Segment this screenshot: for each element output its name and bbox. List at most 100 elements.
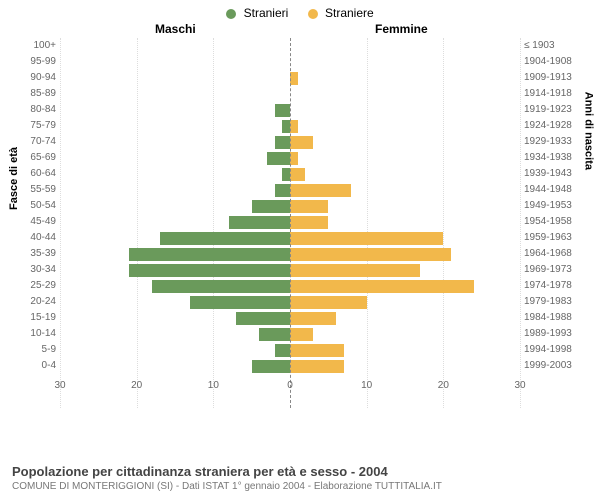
bar-male bbox=[275, 136, 290, 149]
column-headers: Maschi Femmine bbox=[0, 20, 600, 38]
age-label: 35-39 bbox=[14, 246, 56, 262]
bar-female bbox=[290, 216, 328, 229]
bar-male bbox=[259, 328, 290, 341]
bar-female bbox=[290, 152, 298, 165]
age-label: 50-54 bbox=[14, 198, 56, 214]
bar-male bbox=[252, 360, 290, 373]
bar-male bbox=[275, 104, 290, 117]
age-label: 55-59 bbox=[14, 182, 56, 198]
age-label: 5-9 bbox=[14, 342, 56, 358]
birthyear-label: 1989-1993 bbox=[524, 326, 590, 342]
age-label: 95-99 bbox=[14, 54, 56, 70]
birthyear-label: 1959-1963 bbox=[524, 230, 590, 246]
header-male: Maschi bbox=[155, 22, 196, 36]
bar-female bbox=[290, 344, 344, 357]
age-label: 80-84 bbox=[14, 102, 56, 118]
birthyear-label: 1939-1943 bbox=[524, 166, 590, 182]
age-label: 60-64 bbox=[14, 166, 56, 182]
x-tick: 20 bbox=[131, 380, 142, 391]
x-tick: 30 bbox=[54, 380, 65, 391]
birthyear-label: 1994-1998 bbox=[524, 342, 590, 358]
bar-female bbox=[290, 120, 298, 133]
x-tick: 20 bbox=[438, 380, 449, 391]
age-label: 75-79 bbox=[14, 118, 56, 134]
bar-female bbox=[290, 200, 328, 213]
age-label: 20-24 bbox=[14, 294, 56, 310]
bar-male bbox=[275, 344, 290, 357]
x-tick: 10 bbox=[208, 380, 219, 391]
age-label: 40-44 bbox=[14, 230, 56, 246]
age-label: 15-19 bbox=[14, 310, 56, 326]
age-label: 90-94 bbox=[14, 70, 56, 86]
birthyear-label: 1954-1958 bbox=[524, 214, 590, 230]
legend-swatch-male bbox=[226, 9, 236, 19]
birthyear-label: 1909-1913 bbox=[524, 70, 590, 86]
birthyear-label: 1934-1938 bbox=[524, 150, 590, 166]
bar-male bbox=[267, 152, 290, 165]
bar-male bbox=[129, 248, 290, 261]
birthyear-label: 1944-1948 bbox=[524, 182, 590, 198]
birthyear-label: 1929-1933 bbox=[524, 134, 590, 150]
age-label: 45-49 bbox=[14, 214, 56, 230]
chart-area: 100+≤ 190395-991904-190890-941909-191385… bbox=[60, 38, 520, 408]
age-label: 10-14 bbox=[14, 326, 56, 342]
legend-swatch-female bbox=[308, 9, 318, 19]
center-axis-line bbox=[290, 38, 291, 408]
bar-male bbox=[190, 296, 290, 309]
bar-female bbox=[290, 360, 344, 373]
birthyear-label: 1969-1973 bbox=[524, 262, 590, 278]
birthyear-label: 1979-1983 bbox=[524, 294, 590, 310]
chart-subtitle: COMUNE DI MONTERIGGIONI (SI) - Dati ISTA… bbox=[12, 481, 588, 492]
age-label: 30-34 bbox=[14, 262, 56, 278]
birthyear-label: 1949-1953 bbox=[524, 198, 590, 214]
bar-male bbox=[160, 232, 290, 245]
age-label: 70-74 bbox=[14, 134, 56, 150]
age-label: 85-89 bbox=[14, 86, 56, 102]
bar-female bbox=[290, 312, 336, 325]
age-label: 0-4 bbox=[14, 358, 56, 374]
x-tick: 30 bbox=[514, 380, 525, 391]
birthyear-label: ≤ 1903 bbox=[524, 38, 590, 54]
legend: Stranieri Straniere bbox=[0, 0, 600, 20]
x-tick: 10 bbox=[361, 380, 372, 391]
age-label: 100+ bbox=[14, 38, 56, 54]
birthyear-label: 1974-1978 bbox=[524, 278, 590, 294]
bar-female bbox=[290, 72, 298, 85]
birthyear-label: 1924-1928 bbox=[524, 118, 590, 134]
bar-male bbox=[282, 120, 290, 133]
bar-male bbox=[252, 200, 290, 213]
age-label: 65-69 bbox=[14, 150, 56, 166]
bar-female bbox=[290, 232, 443, 245]
legend-label-male: Stranieri bbox=[244, 6, 289, 20]
gridline bbox=[520, 38, 521, 408]
birthyear-label: 1904-1908 bbox=[524, 54, 590, 70]
bar-female bbox=[290, 168, 305, 181]
birthyear-label: 1964-1968 bbox=[524, 246, 590, 262]
chart-title: Popolazione per cittadinanza straniera p… bbox=[12, 464, 588, 479]
bar-male bbox=[282, 168, 290, 181]
header-female: Femmine bbox=[375, 22, 428, 36]
bar-male bbox=[229, 216, 290, 229]
birthyear-label: 1999-2003 bbox=[524, 358, 590, 374]
birthyear-label: 1914-1918 bbox=[524, 86, 590, 102]
footer: Popolazione per cittadinanza straniera p… bbox=[12, 464, 588, 492]
bar-female bbox=[290, 184, 351, 197]
legend-male: Stranieri bbox=[226, 6, 288, 20]
x-tick: 0 bbox=[287, 380, 293, 391]
bar-female bbox=[290, 280, 474, 293]
birthyear-label: 1984-1988 bbox=[524, 310, 590, 326]
bar-female bbox=[290, 296, 367, 309]
legend-label-female: Straniere bbox=[325, 6, 374, 20]
x-axis: 3020100102030 bbox=[60, 378, 520, 402]
bar-female bbox=[290, 264, 420, 277]
bar-male bbox=[236, 312, 290, 325]
bar-female bbox=[290, 328, 313, 341]
bar-female bbox=[290, 248, 451, 261]
bar-female bbox=[290, 136, 313, 149]
bar-male bbox=[275, 184, 290, 197]
bar-male bbox=[129, 264, 290, 277]
bar-male bbox=[152, 280, 290, 293]
birthyear-label: 1919-1923 bbox=[524, 102, 590, 118]
legend-female: Straniere bbox=[308, 6, 374, 20]
age-label: 25-29 bbox=[14, 278, 56, 294]
